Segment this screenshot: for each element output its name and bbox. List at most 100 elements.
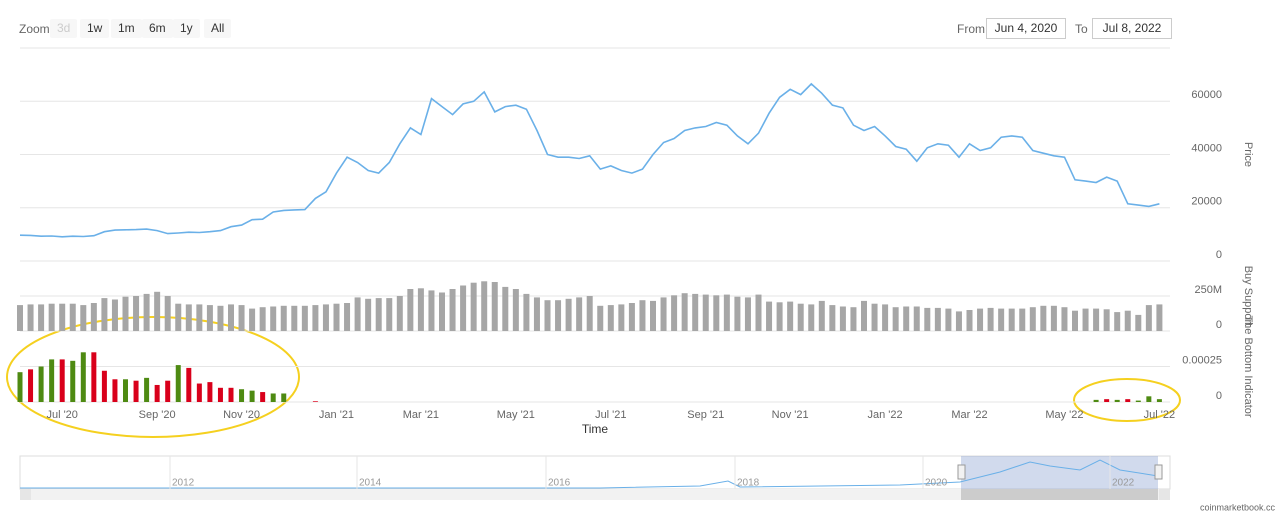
bar <box>333 303 340 331</box>
bar <box>312 401 318 402</box>
price-line <box>19 82 1160 238</box>
bar <box>776 302 783 331</box>
bar <box>396 296 403 331</box>
zoom-button[interactable]: 6m <box>142 19 173 38</box>
bar <box>797 303 804 331</box>
bar <box>38 304 45 331</box>
bar <box>112 379 118 402</box>
bar <box>122 296 129 331</box>
bar <box>818 300 825 331</box>
bar <box>249 390 255 402</box>
bar <box>744 297 751 331</box>
bar <box>639 300 646 331</box>
bar <box>312 305 319 331</box>
bar <box>281 393 287 402</box>
bar <box>365 298 372 331</box>
from-input[interactable]: Jun 4, 2020 <box>986 18 1066 39</box>
bar <box>934 307 941 331</box>
bar <box>1082 308 1089 331</box>
bar <box>576 297 583 331</box>
zoom-button[interactable]: All <box>204 19 232 38</box>
x-tick-label: Jan '22 <box>868 409 903 421</box>
bar <box>196 304 203 331</box>
bar <box>1103 309 1110 331</box>
bar <box>1019 308 1026 331</box>
bar <box>1135 314 1142 331</box>
bar <box>69 303 76 331</box>
navigator-label: 2016 <box>548 478 571 489</box>
scrollbar-thumb[interactable] <box>961 489 1158 500</box>
bar <box>1050 305 1057 331</box>
bar <box>723 294 730 331</box>
to-input[interactable]: Jul 8, 2022 <box>1092 18 1172 39</box>
bar <box>228 304 234 331</box>
bar <box>165 380 171 402</box>
scrollbar-right-button[interactable] <box>1159 489 1170 500</box>
bar <box>1040 305 1047 331</box>
bar <box>217 305 224 331</box>
navigator-selection[interactable] <box>961 456 1158 489</box>
y-tick-label: 40000 <box>1191 142 1222 154</box>
highlight-ellipse <box>6 316 300 438</box>
bar <box>17 372 23 402</box>
x-tick-label: May '21 <box>497 409 535 421</box>
x-tick-label: Jul '22 <box>1144 409 1175 421</box>
x-tick-label: Nov '21 <box>772 409 809 421</box>
navigator-label: 2018 <box>737 478 760 489</box>
bar <box>533 297 540 331</box>
bar <box>650 300 656 331</box>
bar <box>249 308 256 331</box>
scrollbar-left-button[interactable] <box>20 489 31 500</box>
navigator-handle[interactable] <box>1154 464 1163 480</box>
bar <box>91 352 97 402</box>
bar <box>502 286 509 331</box>
zoom-button[interactable]: 3d <box>50 19 78 38</box>
navigator-label: 2020 <box>925 478 948 489</box>
bar <box>291 305 298 331</box>
bar <box>49 359 55 402</box>
zoom-button[interactable]: 1y <box>173 19 200 38</box>
bar <box>407 289 414 331</box>
y-axis-title: Price <box>1242 142 1254 167</box>
bar <box>702 294 709 331</box>
bar <box>1156 399 1162 402</box>
zoom-button[interactable]: 1m <box>111 19 142 38</box>
scrollbar-track[interactable] <box>20 489 1170 500</box>
bar <box>439 292 445 331</box>
bar <box>766 301 773 331</box>
x-tick-label: Jul '20 <box>46 409 77 421</box>
bar <box>1114 312 1121 331</box>
zoom-label: Zoom <box>19 22 50 36</box>
y-tick-label: 250M <box>1194 284 1222 296</box>
navigator-handle[interactable] <box>957 464 966 480</box>
bar <box>301 305 308 331</box>
bar <box>228 387 234 402</box>
x-tick-label: May '22 <box>1045 409 1083 421</box>
bar <box>618 304 625 331</box>
navigator: 2012 2014 2016 2018 2020 2022 <box>19 455 1171 500</box>
bar <box>808 304 815 331</box>
y-tick-label: 0.00025 <box>1182 354 1222 366</box>
range-selector: Zoom From Jun 4, 2020 To Jul 8, 2022 3d 1… <box>0 0 1280 48</box>
y-axis-title: Buy Support <box>1242 266 1254 327</box>
bar <box>17 305 23 331</box>
bar <box>945 308 952 331</box>
bar <box>839 306 846 331</box>
bar <box>692 293 699 331</box>
bar <box>597 305 604 331</box>
navigator-line <box>20 459 1159 489</box>
bar <box>660 297 667 331</box>
bar <box>882 304 889 331</box>
bar <box>239 389 245 402</box>
bar <box>417 288 424 331</box>
zoom-button[interactable]: 1w <box>80 19 110 38</box>
bar <box>544 300 551 331</box>
bar <box>80 352 86 402</box>
bar <box>59 303 66 331</box>
bar <box>1104 399 1110 402</box>
bar <box>523 293 530 331</box>
bar <box>280 305 287 331</box>
bar <box>259 307 266 331</box>
